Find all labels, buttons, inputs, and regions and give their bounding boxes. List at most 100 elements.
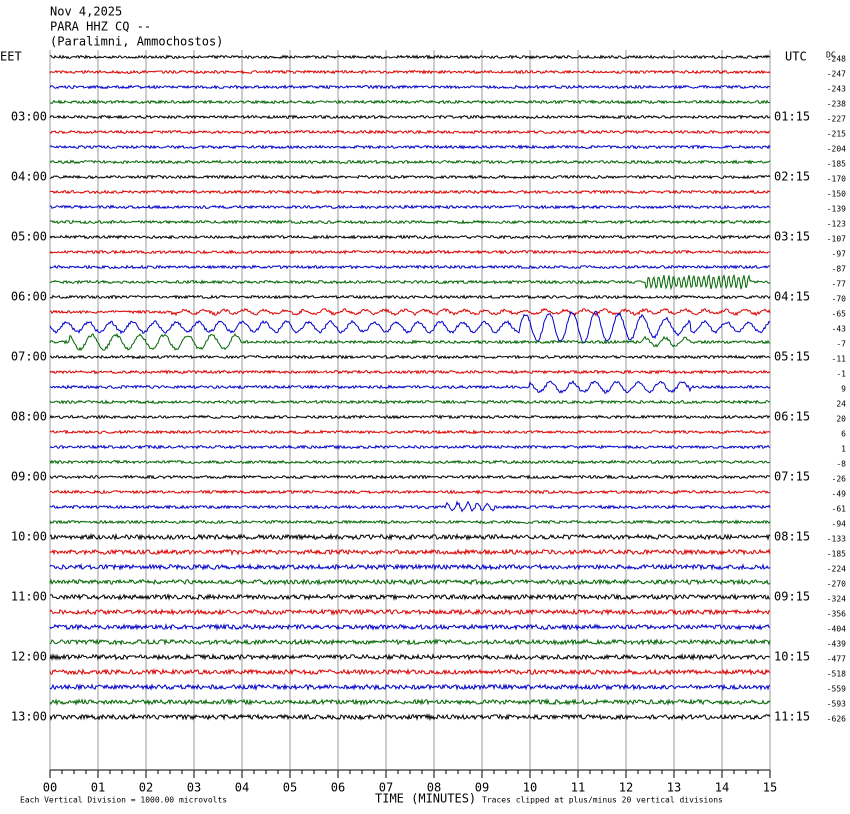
x-tick-label: 02: [139, 781, 153, 795]
dc-value: -204: [827, 145, 846, 154]
dc-value: -77: [832, 280, 847, 289]
right-hour-label: 01:15: [774, 110, 810, 124]
trace: [49, 500, 771, 513]
trace: [49, 174, 771, 180]
dc-value: -139: [827, 205, 846, 214]
trace: [49, 683, 771, 692]
right-hour-label: 07:15: [774, 470, 810, 484]
trace: [49, 307, 771, 317]
trace: [49, 159, 771, 165]
right-hour-label: 06:15: [774, 410, 810, 424]
x-tick-label: 09: [475, 781, 489, 795]
title-line: Nov 4,2025: [50, 5, 122, 19]
trace: [49, 354, 771, 360]
trace: [49, 54, 771, 60]
trace: [49, 310, 771, 344]
right-hour-label: 08:15: [774, 530, 810, 544]
x-tick-label: 10: [523, 781, 537, 795]
x-tick-label: 01: [91, 781, 105, 795]
trace: [49, 332, 771, 352]
x-tick-label: 14: [715, 781, 729, 795]
dc-value: -477: [827, 655, 846, 664]
trace: [49, 129, 771, 135]
dc-value: -270: [827, 580, 846, 589]
trace: [49, 234, 771, 240]
x-tick-label: 07: [379, 781, 393, 795]
dc-value: -224: [827, 565, 846, 574]
x-axis-title: TIME (MINUTES): [375, 792, 476, 806]
trace: [49, 608, 771, 616]
dc-value: -404: [827, 625, 846, 634]
x-tick-label: 12: [619, 781, 633, 795]
x-tick-label: 11: [571, 781, 585, 795]
left-hour-label: 10:00: [11, 530, 47, 544]
left-hour-label: 06:00: [11, 290, 47, 304]
trace: [49, 667, 771, 676]
clip-note: Traces clipped at plus/minus 20 vertical…: [482, 796, 723, 805]
right-hour-label: 04:15: [774, 290, 810, 304]
right-zone: UTC: [785, 50, 807, 64]
dc-value: 6: [841, 430, 846, 439]
dc-value: -11: [832, 355, 847, 364]
dc-value: 1: [841, 445, 846, 454]
dc-value: -26: [832, 475, 847, 484]
trace: [49, 532, 771, 541]
x-tick-label: 08: [427, 781, 441, 795]
right-hour-label: 05:15: [774, 350, 810, 364]
trace: [49, 622, 770, 632]
left-hour-label: 12:00: [11, 650, 47, 664]
trace: [49, 294, 771, 300]
dc-value: -43: [832, 325, 847, 334]
dc-value: -185: [827, 550, 846, 559]
left-hour-label: 04:00: [11, 170, 47, 184]
right-hour-label: 10:15: [774, 650, 810, 664]
right-hour-label: 09:15: [774, 590, 810, 604]
trace: [49, 489, 771, 495]
trace: [49, 369, 771, 375]
dc-value: -8: [836, 460, 846, 469]
dc-value: 20: [836, 415, 846, 424]
trace: [49, 264, 771, 270]
trace: [49, 459, 771, 465]
trace: [49, 429, 771, 435]
dc-value: -238: [827, 100, 846, 109]
trace: [49, 548, 771, 556]
dc-value: -61: [832, 505, 847, 514]
dc-value: -215: [827, 130, 846, 139]
dc-value: -356: [827, 610, 846, 619]
dc-value: -248: [827, 55, 846, 64]
left-hour-label: 05:00: [11, 230, 47, 244]
dc-value: -49: [832, 490, 847, 499]
dc-value: -439: [827, 640, 846, 649]
trace: [49, 713, 771, 722]
trace: [49, 114, 771, 120]
left-zone: EET: [0, 50, 22, 64]
left-hour-label: 13:00: [11, 710, 47, 724]
trace: [49, 273, 771, 291]
dc-value: -593: [827, 700, 846, 709]
dc-value: -70: [832, 295, 847, 304]
dc-value: -7: [836, 340, 846, 349]
dc-value: -518: [827, 670, 846, 679]
x-tick-label: 13: [667, 781, 681, 795]
trace: [49, 519, 771, 525]
trace: [49, 444, 771, 450]
right-hour-label: 11:15: [774, 710, 810, 724]
dc-value: -94: [832, 520, 847, 529]
trace: [49, 379, 771, 394]
scale-note: Each Vertical Division = 1000.00 microvo…: [20, 796, 227, 805]
trace: [49, 593, 770, 602]
dc-value: -87: [832, 265, 847, 274]
dc-value: -626: [827, 715, 846, 724]
dc-value: -243: [827, 85, 846, 94]
left-hour-label: 07:00: [11, 350, 47, 364]
trace: [49, 652, 771, 662]
trace: [49, 204, 771, 210]
trace: [49, 399, 771, 405]
dc-value: 9: [841, 385, 846, 394]
dc-value: -65: [832, 310, 847, 319]
dc-value: -150: [827, 190, 846, 199]
trace: [49, 638, 771, 646]
